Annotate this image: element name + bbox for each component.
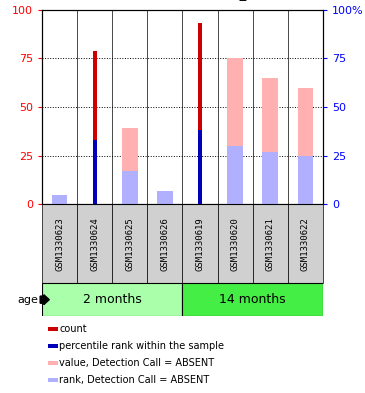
Text: GSM1330625: GSM1330625: [125, 217, 134, 270]
Bar: [157, 191, 173, 204]
Text: age: age: [18, 295, 38, 305]
Bar: [227, 59, 243, 204]
Bar: [227, 146, 243, 204]
Text: GSM1330619: GSM1330619: [196, 217, 204, 270]
Bar: [122, 171, 138, 204]
Bar: [182, 283, 323, 316]
Bar: [288, 204, 323, 283]
Text: count: count: [59, 324, 87, 334]
Bar: [51, 195, 68, 204]
Bar: [47, 378, 58, 382]
Bar: [198, 24, 202, 204]
Bar: [47, 327, 58, 331]
Bar: [122, 129, 138, 204]
Text: percentile rank within the sample: percentile rank within the sample: [59, 341, 224, 351]
Bar: [77, 204, 112, 283]
Text: GSM1330620: GSM1330620: [231, 217, 240, 270]
Bar: [93, 51, 97, 204]
Bar: [297, 88, 314, 204]
Text: 14 months: 14 months: [219, 293, 286, 306]
Text: GSM1330622: GSM1330622: [301, 217, 310, 270]
Text: GSM1330623: GSM1330623: [55, 217, 64, 270]
Text: 2 months: 2 months: [83, 293, 142, 306]
Bar: [47, 361, 58, 365]
Bar: [297, 156, 314, 204]
Text: GSM1330621: GSM1330621: [266, 217, 275, 270]
Bar: [262, 152, 278, 204]
Bar: [218, 204, 253, 283]
Bar: [93, 140, 97, 204]
Bar: [147, 204, 182, 283]
Bar: [253, 204, 288, 283]
Text: value, Detection Call = ABSENT: value, Detection Call = ABSENT: [59, 358, 215, 368]
Bar: [47, 344, 58, 348]
Bar: [198, 130, 202, 204]
Text: GSM1330624: GSM1330624: [90, 217, 99, 270]
Bar: [182, 204, 218, 283]
Text: GSM1330626: GSM1330626: [161, 217, 169, 270]
Bar: [112, 204, 147, 283]
Bar: [51, 198, 68, 204]
Bar: [42, 204, 77, 283]
Bar: [157, 191, 173, 204]
Bar: [42, 283, 182, 316]
Bar: [262, 78, 278, 204]
Text: rank, Detection Call = ABSENT: rank, Detection Call = ABSENT: [59, 375, 210, 385]
